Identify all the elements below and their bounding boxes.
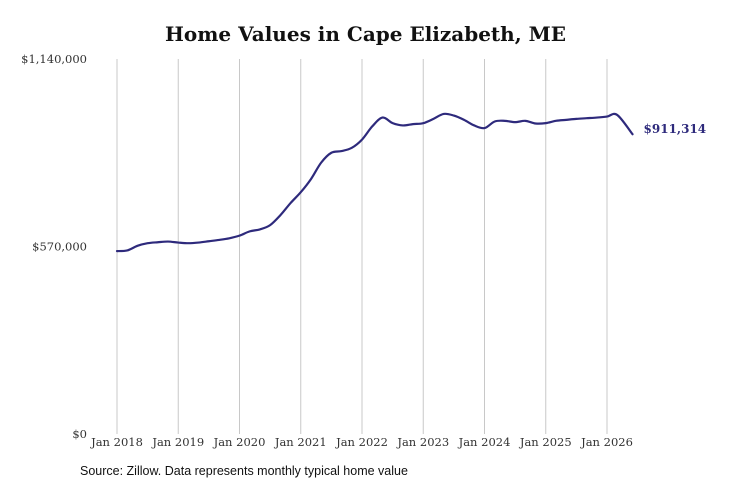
x-tick-label: Jan 2024: [458, 435, 511, 449]
x-tick-label: Jan 2018: [90, 435, 143, 449]
x-tick-label: Jan 2020: [213, 435, 266, 449]
source-note: Source: Zillow. Data represents monthly …: [80, 464, 408, 478]
x-tick-label: Jan 2021: [274, 435, 327, 449]
x-tick-label: Jan 2026: [580, 435, 633, 449]
y-axis: $0 $570,000 $1,140,000: [21, 52, 87, 441]
x-tick-label: Jan 2019: [151, 435, 204, 449]
chart-title: Home Values in Cape Elizabeth, ME: [164, 22, 566, 46]
grid-lines: [116, 59, 608, 434]
data-labels: $911,314: [644, 122, 707, 136]
end-value-label: $911,314: [644, 122, 707, 136]
y-tick-label: $570,000: [32, 240, 87, 254]
y-tick-label: $0: [72, 427, 87, 441]
x-axis: Jan 2018 Jan 2019 Jan 2020 Jan 2021 Jan 2022…: [90, 435, 633, 449]
series-line: [115, 112, 634, 253]
y-tick-label: $1,140,000: [21, 52, 87, 66]
x-tick-label: Jan 2022: [335, 435, 388, 449]
series-group: [115, 112, 634, 253]
x-tick-label: Jan 2025: [519, 435, 572, 449]
x-tick-label: Jan 2023: [396, 435, 449, 449]
